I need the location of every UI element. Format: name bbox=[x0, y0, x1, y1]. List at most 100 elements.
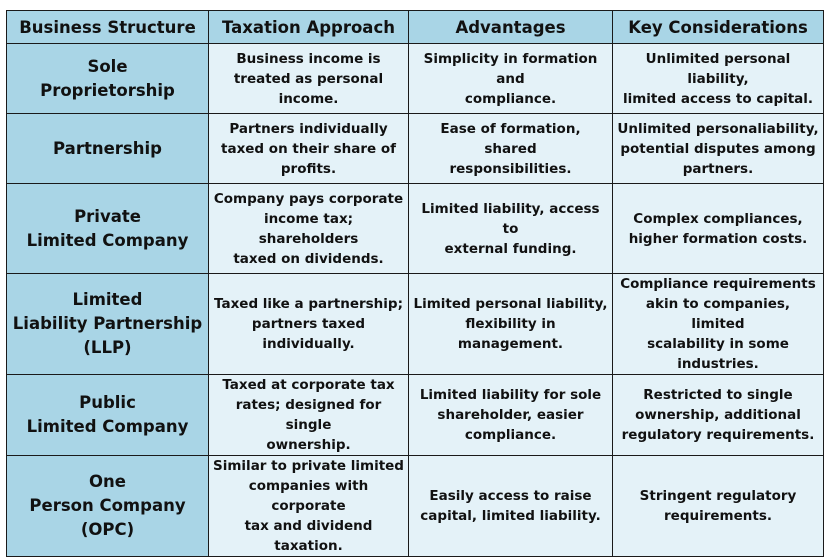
cell-line: Company pays corporate bbox=[213, 190, 404, 207]
cell-line: Unlimited personaliability, bbox=[617, 120, 819, 137]
cell-taxation-approach: Taxed like a partnership; partners taxed… bbox=[208, 273, 409, 375]
cell-key-considerations: Restricted to single ownership, addition… bbox=[612, 374, 824, 456]
table-row: Private Limited Company Company pays cor… bbox=[6, 183, 824, 274]
cell-line: Business income is bbox=[236, 50, 381, 67]
cell-line: individually. bbox=[262, 336, 355, 352]
cell-line: Complex compliances, bbox=[633, 210, 803, 227]
cell-line: Restricted to single bbox=[643, 387, 793, 403]
cell-line: limited access to capital. bbox=[622, 90, 814, 107]
cell-line: Ease of formation, shared bbox=[440, 120, 581, 157]
cell-advantages: Easily access to raise capital, limited … bbox=[408, 455, 613, 557]
cell-taxation-approach: Business income is treated as personal i… bbox=[208, 43, 409, 114]
cell-line: Compliance requirements bbox=[620, 276, 816, 292]
cell-line: Proprietorship bbox=[40, 80, 175, 100]
cell-line: taxed on their share of bbox=[221, 140, 396, 157]
cell-line: Limited Company bbox=[26, 417, 189, 436]
cell-line: income tax; shareholders bbox=[258, 210, 359, 247]
table-row: One Person Company (OPC) Similar to priv… bbox=[6, 455, 824, 557]
table-row: Public Limited Company Taxed at corporat… bbox=[6, 374, 824, 456]
cell-business-structure: Sole Proprietorship bbox=[6, 43, 209, 114]
cell-business-structure: Public Limited Company bbox=[6, 374, 209, 456]
cell-line: Taxed at corporate tax bbox=[222, 377, 395, 393]
cell-advantages: Ease of formation, shared responsibiliti… bbox=[408, 113, 613, 184]
cell-line: (LLP) bbox=[83, 338, 132, 357]
cell-line: regulatory requirements. bbox=[621, 427, 815, 443]
cell-line: Stringent regulatory bbox=[639, 488, 797, 504]
cell-line: profits. bbox=[280, 160, 337, 177]
cell-line: akin to companies, limited bbox=[645, 296, 791, 332]
cell-line: compliance. bbox=[464, 90, 557, 107]
cell-line: Limited liability for sole bbox=[419, 387, 602, 403]
cell-line: scalability in some bbox=[647, 336, 789, 352]
cell-line: Limited Company bbox=[26, 230, 189, 250]
cell-line: Limited liability, access to bbox=[421, 200, 600, 237]
cell-line: treated as personal bbox=[233, 70, 384, 87]
cell-business-structure: Limited Liability Partnership (LLP) bbox=[6, 273, 209, 375]
table-row: Limited Liability Partnership (LLP) Taxe… bbox=[6, 273, 824, 375]
cell-line: Private bbox=[74, 206, 141, 226]
cell-taxation-approach: Taxed at corporate tax rates; designed f… bbox=[208, 374, 409, 456]
cell-line: partners. bbox=[682, 160, 754, 177]
cell-line: Partners individually bbox=[229, 120, 388, 137]
table-row: Sole Proprietorship Business income is t… bbox=[6, 43, 824, 114]
cell-line: income. bbox=[278, 90, 339, 107]
cell-line: partners taxed bbox=[251, 316, 366, 332]
column-header-taxation-approach: Taxation Approach bbox=[208, 10, 409, 44]
cell-key-considerations: Unlimited personaliability, potential di… bbox=[612, 113, 824, 184]
cell-line: (OPC) bbox=[80, 520, 135, 539]
cell-line: Taxed like a partnership; bbox=[214, 296, 403, 312]
cell-line: Limited personal liability, bbox=[413, 296, 608, 312]
cell-line: Sole bbox=[87, 56, 128, 76]
cell-line: rates; designed for single bbox=[235, 397, 382, 433]
cell-line: Partnership bbox=[53, 138, 162, 158]
cell-line: shareholder, easier bbox=[437, 407, 584, 423]
cell-taxation-approach: Company pays corporate income tax; share… bbox=[208, 183, 409, 274]
cell-line: Simplicity in formation bbox=[423, 50, 598, 67]
cell-advantages: Limited personal liability, flexibility … bbox=[408, 273, 613, 375]
cell-line: Limited bbox=[72, 290, 143, 309]
table-header-row: Business Structure Taxation Approach Adv… bbox=[6, 10, 824, 44]
cell-key-considerations: Unlimited personal liability, limited ac… bbox=[612, 43, 824, 114]
cell-line: taxed on dividends. bbox=[233, 250, 384, 267]
cell-taxation-approach: Similar to private limited companies wit… bbox=[208, 455, 409, 557]
column-header-business-structure: Business Structure bbox=[6, 10, 209, 44]
cell-line: requirements. bbox=[664, 508, 772, 524]
cell-line: Easily access to raise bbox=[429, 488, 592, 504]
cell-line: responsibilities. bbox=[449, 160, 572, 177]
cell-line: capital, limited liability. bbox=[420, 508, 601, 524]
cell-line: taxation. bbox=[274, 538, 343, 554]
cell-business-structure: Partnership bbox=[6, 113, 209, 184]
comparison-table-container: Business Structure Taxation Approach Adv… bbox=[6, 10, 824, 557]
cell-key-considerations: Complex compliances, higher formation co… bbox=[612, 183, 824, 274]
cell-line: compliance. bbox=[464, 427, 557, 443]
cell-line: Person Company bbox=[29, 496, 186, 515]
cell-advantages: Limited liability, access to external fu… bbox=[408, 183, 613, 274]
cell-business-structure: Private Limited Company bbox=[6, 183, 209, 274]
cell-line: One bbox=[89, 472, 126, 491]
cell-line: higher formation costs. bbox=[628, 230, 808, 247]
cell-line: companies with corporate bbox=[248, 478, 369, 514]
cell-line: industries. bbox=[677, 356, 759, 372]
table-row: Partnership Partners individually taxed … bbox=[6, 113, 824, 184]
cell-advantages: Limited liability for sole shareholder, … bbox=[408, 374, 613, 456]
cell-line: flexibility in management. bbox=[457, 316, 564, 352]
cell-line: external funding. bbox=[444, 240, 577, 257]
cell-line: ownership. bbox=[266, 437, 351, 453]
cell-line: and bbox=[496, 70, 525, 87]
column-header-key-considerations: Key Considerations bbox=[612, 10, 824, 44]
cell-line: ownership, additional bbox=[635, 407, 801, 423]
cell-taxation-approach: Partners individually taxed on their sha… bbox=[208, 113, 409, 184]
cell-advantages: Simplicity in formation and compliance. bbox=[408, 43, 613, 114]
cell-key-considerations: Stringent regulatory requirements. bbox=[612, 455, 824, 557]
cell-key-considerations: Compliance requirements akin to companie… bbox=[612, 273, 824, 375]
cell-line: Unlimited personal bbox=[645, 50, 791, 67]
cell-line: tax and dividend bbox=[244, 518, 373, 534]
column-header-advantages: Advantages bbox=[408, 10, 613, 44]
cell-line: Similar to private limited bbox=[213, 458, 404, 474]
cell-line: Liability Partnership bbox=[12, 314, 203, 333]
cell-line: liability, bbox=[687, 70, 749, 87]
cell-line: potential disputes among bbox=[620, 140, 816, 157]
cell-line: Public bbox=[79, 393, 136, 412]
business-structure-table: Business Structure Taxation Approach Adv… bbox=[6, 10, 824, 557]
cell-business-structure: One Person Company (OPC) bbox=[6, 455, 209, 557]
